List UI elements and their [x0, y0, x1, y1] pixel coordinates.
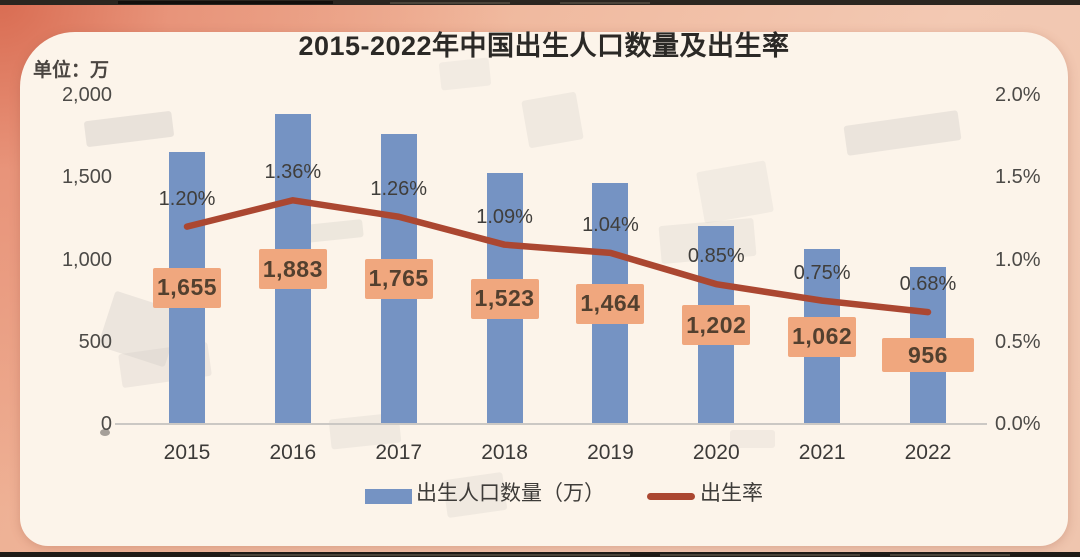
x-axis-label: 2021 — [798, 441, 846, 464]
bar-value-label: 956 — [881, 338, 974, 373]
bar-value-label: 1,202 — [682, 305, 751, 346]
y-axis-tick-right: 2.0% — [995, 84, 1041, 106]
y-axis-tick-left: 500 — [78, 330, 112, 353]
bar-value-label: 1,464 — [576, 283, 645, 324]
x-axis-label: 2020 — [692, 441, 740, 464]
legend-label-birth-population: 出生人口数量（万） — [416, 482, 605, 505]
y-axis-tick-right: 0.0% — [995, 413, 1041, 435]
crop-text-remnant — [230, 554, 630, 556]
y-axis-tick-right: 1.0% — [995, 248, 1041, 271]
x-axis-label: 2015 — [163, 441, 211, 464]
x-axis-label: 2018 — [481, 441, 528, 464]
birth-rate-point-label: 0.75% — [793, 261, 851, 284]
bar-value-label: 1,655 — [153, 267, 221, 308]
legend-line-swatch — [647, 493, 695, 500]
birth-rate-point-label: 1.04% — [582, 213, 639, 236]
y-axis-tick-left: 1,000 — [61, 248, 112, 271]
legend-bar-swatch — [365, 489, 412, 504]
y-axis-tick-right: 1.5% — [995, 166, 1041, 189]
axis-baseline — [115, 423, 987, 425]
axis-unit-label: 单位：万 — [33, 60, 110, 81]
crop-text-remnant — [560, 2, 650, 4]
y-axis-tick-left: 1,500 — [61, 166, 112, 189]
bar-value-label: 1,765 — [364, 258, 433, 299]
y-axis-tick-left: 0 — [100, 413, 112, 435]
birth-rate-point-label: 1.36% — [264, 161, 322, 184]
x-axis-label: 2016 — [269, 441, 317, 464]
birth-rate-point-label: 0.85% — [687, 245, 745, 268]
top-crop-strip — [0, 0, 1080, 5]
bar-value-label: 1,062 — [788, 316, 857, 357]
crop-text-remnant — [118, 1, 333, 4]
x-axis-label: 2022 — [904, 441, 952, 464]
bar-value-label: 1,883 — [258, 249, 327, 290]
birth-rate-point-label: 0.68% — [899, 273, 957, 296]
crop-text-remnant — [660, 554, 860, 556]
y-axis-tick-right: 0.5% — [995, 330, 1041, 353]
bar-value-label: 1,523 — [470, 278, 539, 319]
x-axis-label: 2017 — [375, 441, 423, 464]
birth-rate-point-label: 1.09% — [476, 205, 533, 228]
chart-title: 2015-2022年中国出生人口数量及出生率 — [298, 31, 790, 61]
birth-rate-point-label: 1.26% — [370, 177, 428, 200]
y-axis-tick-left: 2,000 — [61, 84, 112, 106]
bottom-crop-strip — [0, 552, 1080, 557]
crop-text-remnant — [390, 2, 510, 4]
legend-label-birth-rate: 出生率 — [700, 482, 763, 505]
birth-rate-point-label: 1.20% — [158, 187, 216, 210]
x-axis-label: 2019 — [587, 441, 634, 464]
crop-text-remnant — [890, 554, 1010, 556]
